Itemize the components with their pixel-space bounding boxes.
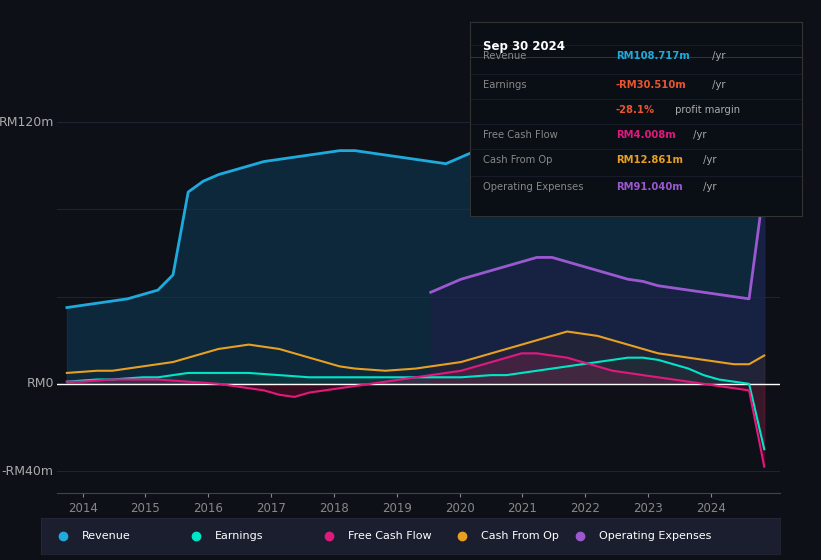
Text: -RM40m: -RM40m: [2, 464, 54, 478]
Text: Free Cash Flow: Free Cash Flow: [348, 531, 431, 541]
Text: Operating Expenses: Operating Expenses: [599, 531, 711, 541]
Text: Free Cash Flow: Free Cash Flow: [483, 130, 557, 140]
Text: Cash From Op: Cash From Op: [483, 155, 553, 165]
Text: /yr: /yr: [690, 130, 707, 140]
Text: Revenue: Revenue: [82, 531, 131, 541]
Text: /yr: /yr: [709, 80, 726, 90]
Text: Operating Expenses: Operating Expenses: [483, 183, 584, 193]
Text: /yr: /yr: [699, 183, 716, 193]
Text: -RM30.510m: -RM30.510m: [616, 80, 686, 90]
Text: Cash From Op: Cash From Op: [481, 531, 558, 541]
Text: -28.1%: -28.1%: [616, 105, 655, 115]
Text: RM12.861m: RM12.861m: [616, 155, 683, 165]
Text: Revenue: Revenue: [483, 51, 526, 61]
Text: RM0: RM0: [26, 377, 54, 390]
Text: RM108.717m: RM108.717m: [616, 51, 690, 61]
Text: /yr: /yr: [709, 51, 726, 61]
Text: Earnings: Earnings: [215, 531, 264, 541]
Text: Earnings: Earnings: [483, 80, 526, 90]
Text: /yr: /yr: [699, 155, 716, 165]
Text: RM120m: RM120m: [0, 116, 54, 129]
Text: profit margin: profit margin: [672, 105, 740, 115]
Text: RM91.040m: RM91.040m: [616, 183, 683, 193]
Text: RM4.008m: RM4.008m: [616, 130, 676, 140]
Text: Sep 30 2024: Sep 30 2024: [483, 40, 565, 53]
